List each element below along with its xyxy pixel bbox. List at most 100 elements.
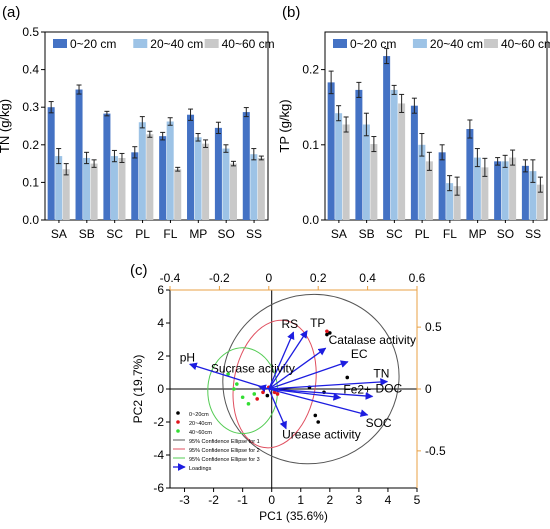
- x-tick-label: SA: [331, 227, 347, 241]
- bar: [202, 143, 210, 220]
- bar: [446, 183, 454, 220]
- top-x-tick-label: -0.4: [160, 271, 181, 285]
- plot-frame: [324, 31, 548, 221]
- bar: [250, 154, 258, 220]
- y-tick-label: -6: [153, 481, 164, 495]
- legend-marker: [176, 429, 180, 433]
- legend-label: 95% Confidence Ellipse for 2: [189, 448, 260, 454]
- x-tick-label: SB: [79, 227, 95, 241]
- legend-label: 20~40 cm: [150, 37, 203, 51]
- y-tick-label: 0.0: [22, 213, 39, 227]
- legend-swatch: [133, 39, 148, 48]
- y-tick-label: 6: [157, 283, 164, 297]
- loading-label: TN: [373, 367, 389, 381]
- bar: [453, 186, 461, 220]
- legend-swatch: [412, 39, 427, 48]
- top-x-tick-label: 0.4: [359, 271, 376, 285]
- bar: [494, 161, 502, 220]
- bar: [214, 127, 222, 220]
- x-tick-label: SA: [51, 227, 67, 241]
- bar: [362, 124, 370, 220]
- loading-label: pH: [180, 350, 195, 364]
- bar: [536, 184, 544, 220]
- y-tick-label: 0.2: [302, 63, 319, 77]
- x-tick-label: 5: [414, 493, 421, 507]
- bar: [481, 167, 489, 220]
- right-y-tick-label: 0: [425, 382, 432, 396]
- score-point: [325, 329, 329, 334]
- x-tick-label: SO: [497, 227, 514, 241]
- score-point: [328, 331, 332, 335]
- legend-label: 20~40 cm: [430, 37, 483, 51]
- top-x-tick-label: -0.2: [209, 271, 230, 285]
- bar: [187, 114, 195, 220]
- x-tick-label: -3: [179, 493, 190, 507]
- bar: [194, 137, 202, 220]
- score-point: [275, 392, 280, 396]
- plot-frame: [44, 31, 269, 221]
- bar: [62, 169, 70, 220]
- loading-arrow: [268, 378, 389, 390]
- right-y-tick-label: -0.5: [425, 444, 446, 458]
- score-point: [226, 372, 230, 376]
- loading-label: TP: [310, 316, 325, 330]
- loading-label: Urease activity: [282, 428, 361, 442]
- score-point: [235, 382, 239, 386]
- bar: [55, 156, 63, 220]
- legend-label: 40~60 cm: [501, 37, 550, 51]
- loading-arrow: [268, 388, 369, 417]
- loading-label: Fe2+: [343, 383, 371, 397]
- loading-arrow: [268, 331, 295, 390]
- y-tick-label: -4: [153, 448, 164, 462]
- bar: [131, 152, 139, 220]
- loading-arrow: [189, 362, 269, 390]
- bar: [509, 157, 517, 220]
- loading-label: EC: [351, 347, 368, 361]
- bar: [75, 89, 83, 220]
- bar: [521, 165, 529, 220]
- x-tick-label: -1: [237, 493, 248, 507]
- bar: [103, 113, 111, 220]
- bar: [529, 171, 537, 220]
- bar: [242, 112, 250, 220]
- bar: [138, 122, 146, 220]
- x-tick-label: SS: [246, 227, 262, 241]
- x-tick-label: MP: [189, 227, 207, 241]
- bar: [335, 113, 343, 220]
- bar: [390, 89, 398, 221]
- bar-chart-tp: 0.0 0.1 0.2 TP (g/kg) SA SB SC PL FL MP SO SS 0~20 c…: [277, 31, 550, 241]
- score-point: [246, 402, 251, 406]
- bar: [118, 157, 126, 220]
- score-point: [265, 393, 270, 398]
- loading-arrow: [268, 330, 308, 390]
- loading-arrow: [268, 347, 327, 390]
- legend-marker: [176, 420, 180, 424]
- bar: [110, 156, 118, 220]
- bar: [257, 157, 265, 220]
- x-tick-label: -2: [208, 493, 219, 507]
- top-x-tick-label: 0.2: [310, 271, 327, 285]
- bar: [166, 121, 174, 220]
- bar: [327, 82, 335, 220]
- bar: [83, 157, 91, 220]
- bar: [473, 157, 481, 220]
- legend-swatch: [53, 39, 67, 48]
- y-tick-label: 0.4: [22, 63, 39, 77]
- loading-label: RS: [282, 317, 299, 331]
- x-tick-label: SC: [106, 227, 123, 241]
- bar-chart-tn: 0.0 0.1 0.2 0.3 0.4 0.5 TN (g/kg) SA SB SC PL FL MP S…: [0, 25, 275, 241]
- score-point: [261, 390, 265, 395]
- legend-label: 40~60 cm: [222, 37, 275, 51]
- bar: [47, 107, 55, 220]
- y-axis-label: TP (g/kg): [277, 99, 292, 152]
- panel-b-label: (b): [282, 4, 300, 21]
- loading-arrow: [268, 388, 287, 430]
- bar: [410, 105, 418, 220]
- x-tick-label: PL: [135, 227, 150, 241]
- y-axis-label: PC2 (19.7%): [131, 355, 145, 424]
- x-tick-label: 1: [297, 493, 304, 507]
- bar: [370, 144, 378, 220]
- score-point: [252, 392, 257, 396]
- bar: [355, 89, 363, 221]
